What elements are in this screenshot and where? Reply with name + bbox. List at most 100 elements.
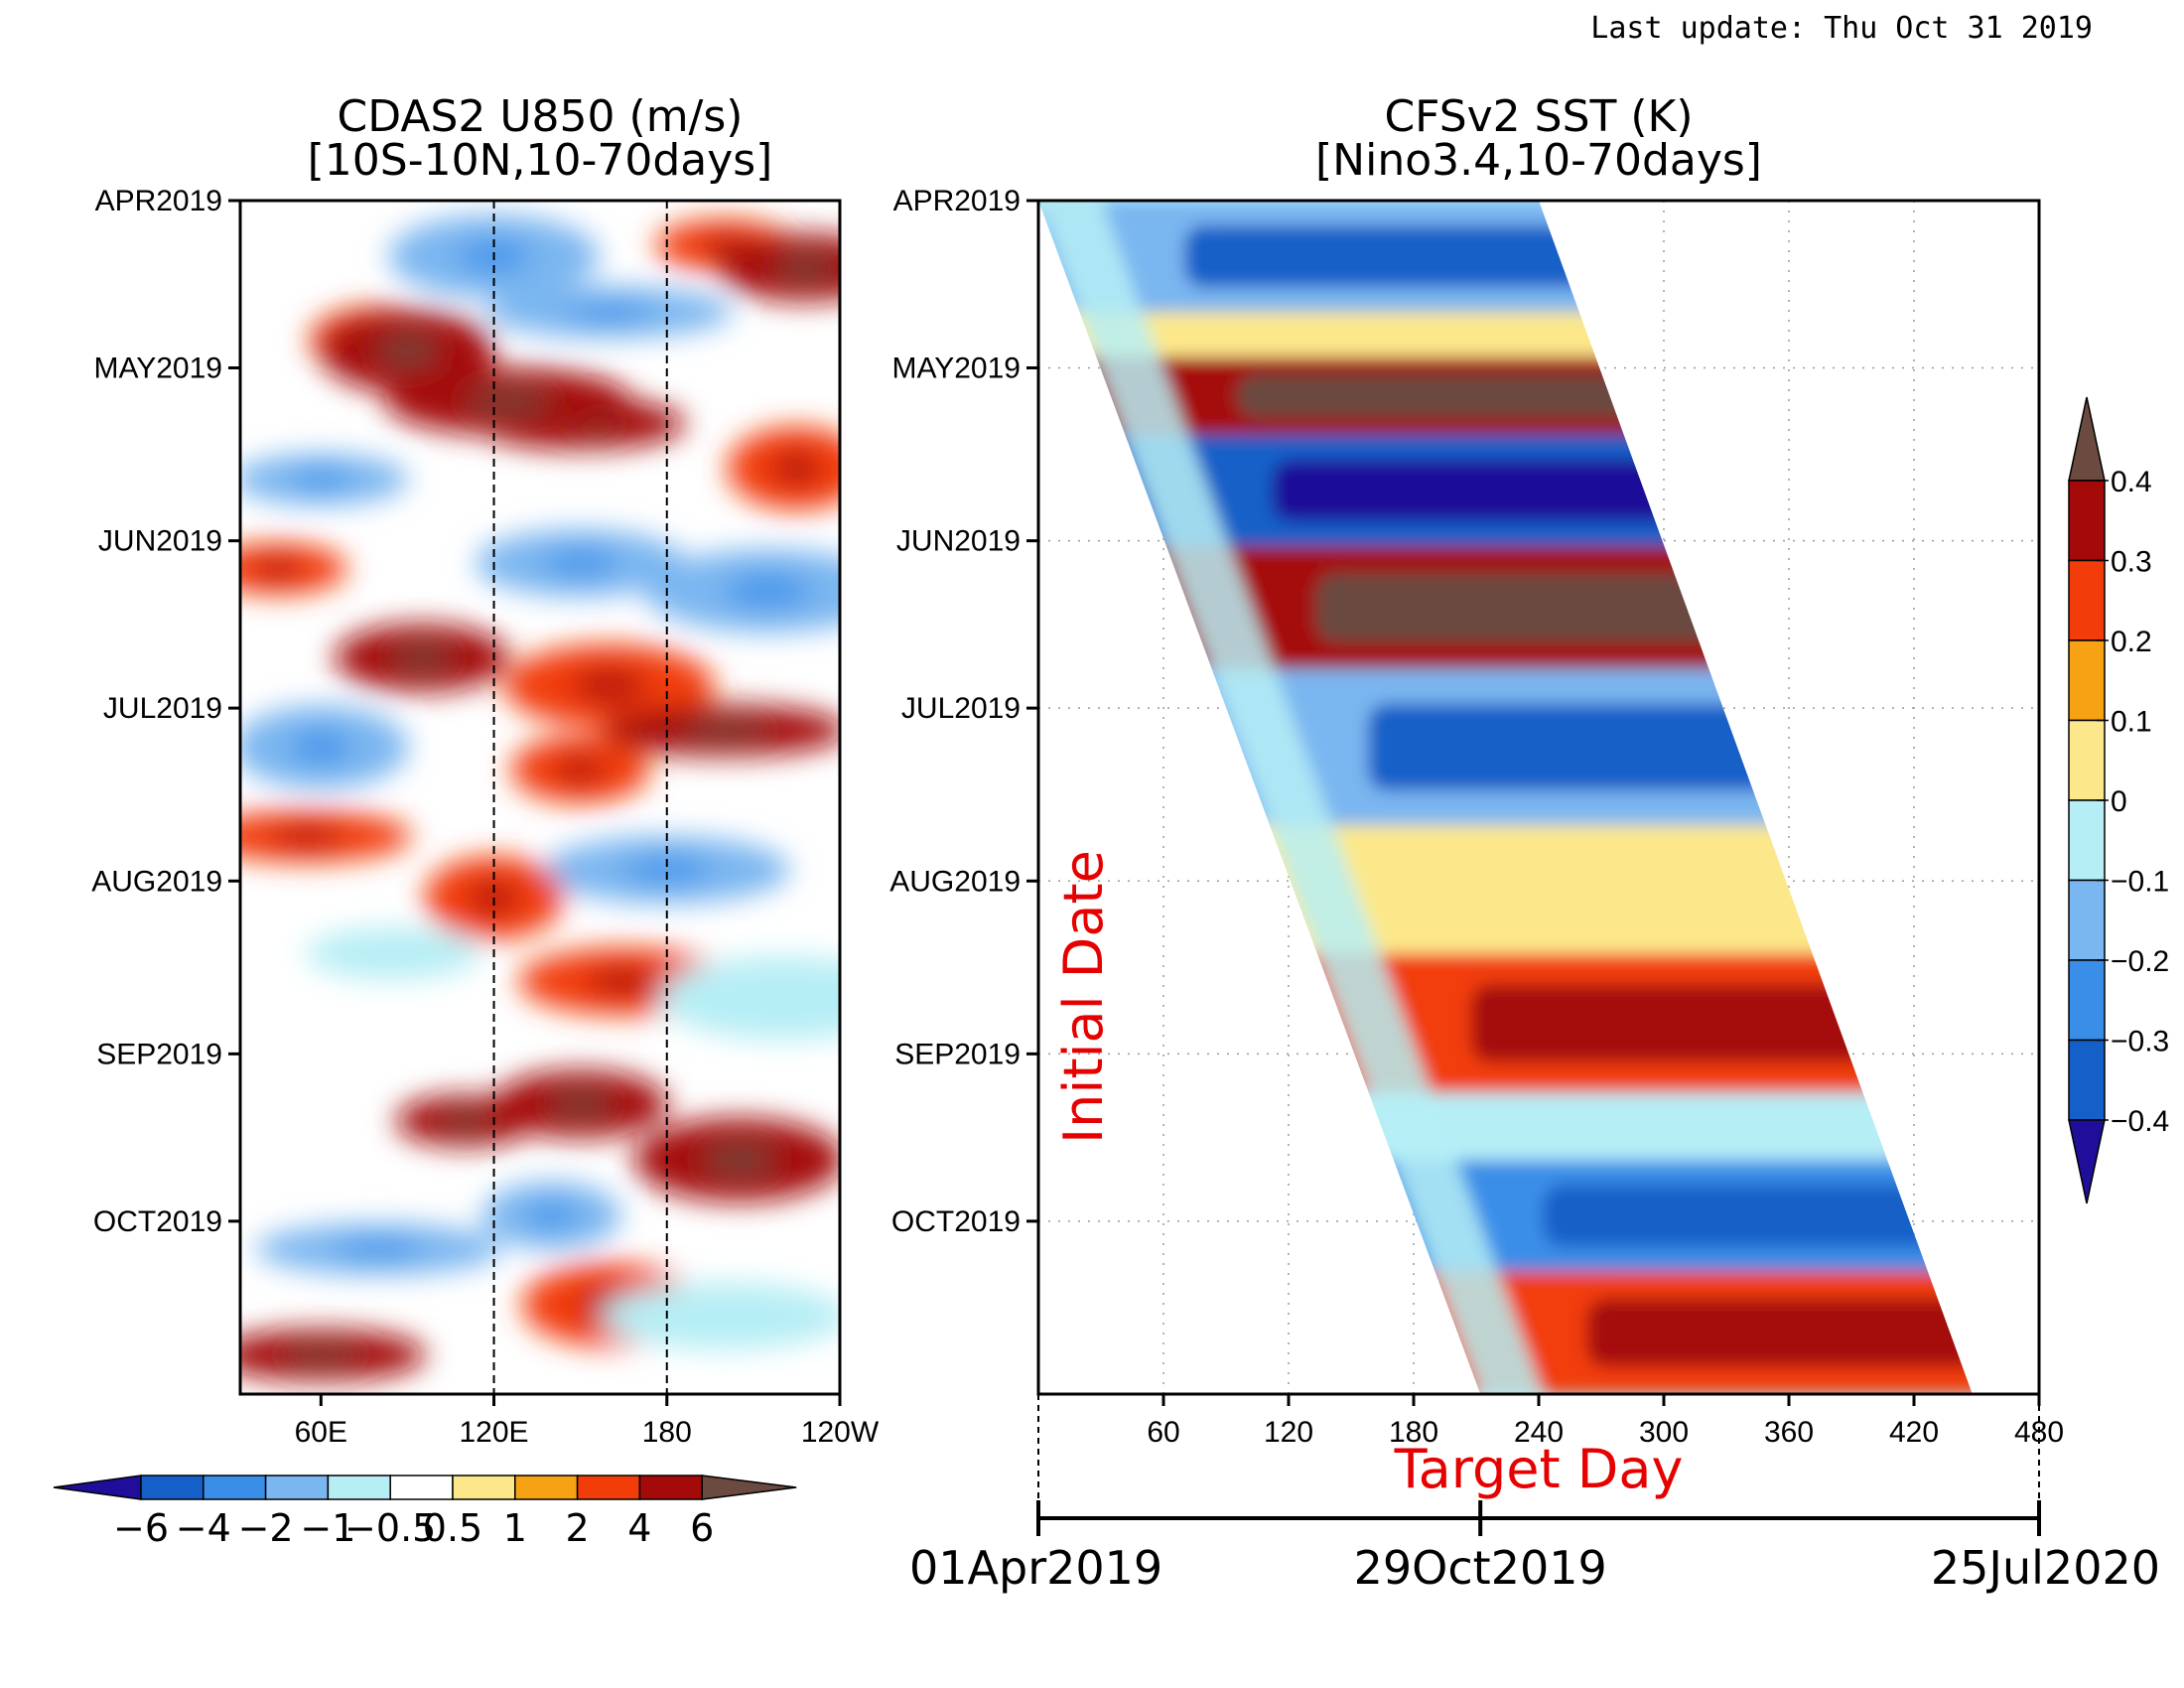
anomaly-core (376, 334, 439, 368)
anomaly-core (549, 1090, 612, 1118)
colorbar-label: 0.1 (2111, 706, 2152, 739)
anomaly-blob (601, 1282, 840, 1350)
colorbar-cell (638, 1475, 703, 1500)
colorbar-label: −0.4 (2111, 1105, 2169, 1138)
sst-band-core (1367, 703, 1785, 791)
anomaly-blob (658, 956, 840, 1041)
colorbar-cell (2068, 959, 2106, 1042)
colorbar-cell (514, 1475, 579, 1500)
y-tick-label: MAY2019 (93, 352, 222, 385)
left-chart-title: CDAS2 U850 (m/s) (338, 91, 744, 142)
colorbar-end-max (2068, 396, 2106, 482)
sst-band-core (1543, 1184, 1961, 1247)
colorbar-cell (2068, 559, 2106, 641)
colorbar-label: 4 (627, 1506, 651, 1550)
colorbar-label: 0.3 (2111, 546, 2152, 579)
colorbar-label: −0.2 (2111, 945, 2169, 978)
x-tick-label: 360 (1764, 1416, 1814, 1449)
y-tick-label: APR2019 (893, 185, 1021, 217)
forecast-edge (1038, 201, 1544, 1394)
colorbar-cell (264, 1475, 330, 1500)
colorbar-cell (327, 1475, 391, 1500)
sst-band-core (1315, 573, 1733, 642)
anomaly-core (253, 558, 303, 580)
y-tick-label: AUG2019 (889, 865, 1021, 898)
colorbar-cell (2068, 639, 2106, 722)
right-y-axis: APR2019 MAY2019 JUN2019 JUL2019 AUG2019 SEP20… (889, 185, 1038, 1238)
anomaly-core (335, 1238, 422, 1260)
anomaly-core (465, 387, 552, 415)
colorbar-end-min (53, 1475, 142, 1500)
x-tick-label: 180 (1389, 1416, 1438, 1449)
y-tick-label: SEP2019 (894, 1038, 1021, 1070)
x-tick-label: 420 (1889, 1416, 1939, 1449)
y-tick-label: OCT2019 (891, 1205, 1021, 1238)
anomaly-blob (305, 927, 480, 980)
anomaly-core (566, 301, 653, 323)
y-tick-label: SEP2019 (96, 1038, 222, 1070)
x-tick-label: 180 (642, 1416, 692, 1449)
colorbar-label: 1 (503, 1506, 527, 1550)
colorbar-end-max (701, 1475, 797, 1500)
anomaly-core (572, 668, 646, 703)
colorbar-label: 0.5 (423, 1506, 482, 1550)
anomaly-core (556, 756, 606, 783)
colorbar-label: −0.1 (2111, 866, 2169, 899)
colorbar-cell (2068, 1039, 2106, 1121)
colorbar-label: 0 (2111, 785, 2127, 818)
anomaly-core (441, 1110, 489, 1132)
x-tick-label: 120E (459, 1416, 528, 1449)
y-tick-label: JUN2019 (896, 525, 1021, 558)
anomaly-core (543, 549, 617, 577)
left-field-layer (240, 214, 840, 1381)
colorbar-cell (576, 1475, 641, 1500)
colorbar-cell (2068, 719, 2106, 801)
left-plot-frame (238, 199, 842, 1396)
colorbar-label: 0.4 (2111, 466, 2152, 498)
y-tick-label: OCT2019 (93, 1205, 222, 1238)
left-x-axis: 60E 120E 180 120W (295, 1394, 880, 1449)
y-tick-label: JUN2019 (98, 525, 222, 558)
colorbar-label: −1 (300, 1506, 355, 1550)
x-tick-label: 60E (295, 1416, 347, 1449)
sst-band-core (1236, 373, 1654, 418)
y-tick-label: AUG2019 (91, 865, 222, 898)
right-x-axis: 60 120 180 240 300 360 420 480 (1147, 1394, 2064, 1449)
right-colorbar: −0.4 −0.3 −0.2 −0.1 0 0.1 0.2 0.3 0.4 (2068, 396, 2169, 1204)
sst-band-core (1272, 459, 1690, 522)
y-tick-label: MAY2019 (891, 352, 1021, 385)
colorbar-label: 6 (690, 1506, 714, 1550)
left-reference-lines (492, 201, 668, 1394)
colorbar-label: −0.5 (344, 1506, 436, 1550)
colorbar-label: 0.2 (2111, 626, 2152, 658)
colorbar-cell (452, 1475, 516, 1500)
anomaly-core (725, 574, 811, 608)
colorbar-label: −6 (113, 1506, 169, 1550)
x-tick-label: 60 (1147, 1416, 1179, 1449)
right-panel: CFSv2 SST (K) [Nino3.4,10-70days] APR201… (889, 91, 2169, 1595)
colorbar-cell (203, 1475, 267, 1500)
anomaly-core (702, 1143, 776, 1177)
y-tick-label: APR2019 (95, 185, 222, 217)
x-tick-label: 120W (801, 1416, 880, 1449)
sst-band-core (1586, 1298, 1973, 1367)
right-x-axis-label: Target Day (1394, 1438, 1684, 1500)
anomaly-core (587, 967, 661, 995)
y-tick-label: JUL2019 (901, 692, 1021, 725)
last-update-text: Last update: Thu Oct 31 2019 (1590, 11, 2093, 46)
colorbar-cell (389, 1475, 454, 1500)
anomaly-core (284, 1344, 358, 1366)
anomaly-core (771, 451, 821, 486)
left-colorbar: −6 −4 −2 −1−0.50.5 1 2 4 6 (53, 1475, 797, 1550)
right-chart-subtitle: [Nino3.4,10-70days] (1315, 135, 1762, 186)
colorbar-label: 2 (566, 1506, 590, 1550)
left-anomaly-field (240, 214, 840, 1381)
colorbar-label: −2 (238, 1506, 294, 1550)
right-chart-title: CFSv2 SST (K) (1384, 91, 1693, 142)
colorbar-label: −4 (176, 1506, 231, 1550)
timeline-label: 01Apr2019 (909, 1541, 1162, 1595)
anomaly-core (391, 643, 453, 672)
left-panel: CDAS2 U850 (m/s) [10S-10N,10-70days] APR… (53, 91, 880, 1550)
anomaly-core (527, 1201, 577, 1229)
